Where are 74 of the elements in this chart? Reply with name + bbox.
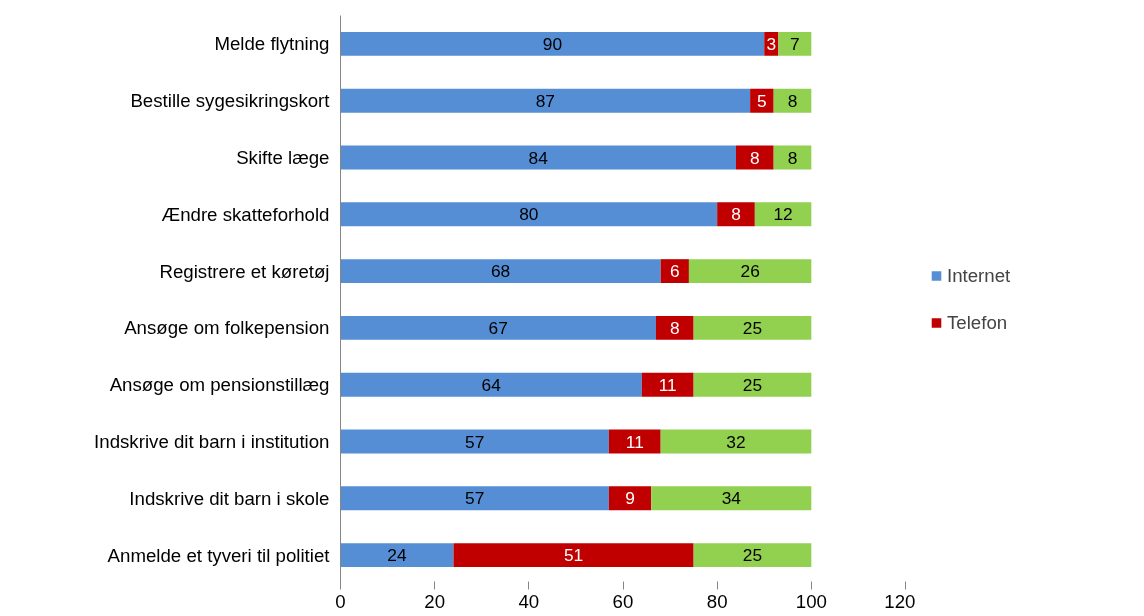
bar: [778, 31, 812, 56]
bar: [750, 88, 774, 113]
bar: [340, 543, 454, 568]
bar: [754, 202, 812, 227]
data-label: 9: [625, 488, 635, 509]
x-tick-label: 120: [884, 590, 916, 612]
y-tick-label: Ansøge om pensionstillæg: [109, 374, 330, 396]
bar: [340, 429, 609, 454]
data-label: 8: [787, 90, 798, 111]
bar: [641, 372, 694, 397]
y-tick-label: Skifte læge: [236, 147, 330, 168]
data-label: 67: [488, 317, 508, 338]
bar: [340, 145, 736, 170]
bar: [453, 543, 694, 568]
y-tick-label: Indskrive dit barn i skole: [129, 487, 330, 509]
bar: [693, 315, 812, 340]
data-label: 8: [750, 147, 760, 168]
data-label: 8: [731, 204, 741, 225]
data-label: 57: [465, 431, 485, 452]
bar: [340, 31, 765, 56]
bar: [693, 372, 812, 397]
data-label: 84: [528, 147, 549, 168]
y-tick-label: Ændre skatteforhold: [161, 203, 330, 225]
bar: [340, 202, 718, 227]
data-label: 80: [519, 204, 539, 225]
bar: [717, 202, 755, 227]
y-tick-label: Melde flytning: [214, 33, 330, 55]
bar: [655, 315, 694, 340]
data-label: 90: [542, 33, 563, 54]
data-label: 25: [742, 317, 763, 338]
data-label: 7: [790, 33, 800, 54]
data-label: 8: [787, 147, 798, 168]
legend-label: Telefon: [947, 311, 1008, 334]
bar: [693, 543, 812, 568]
bar: [608, 486, 652, 511]
bar: [340, 486, 609, 511]
x-tick-label: 60: [612, 590, 634, 612]
x-tick-label: 40: [518, 590, 540, 612]
data-label: 26: [740, 261, 760, 282]
data-label: 87: [535, 90, 555, 111]
data-label: 57: [465, 488, 485, 509]
x-tick-label: 0: [335, 590, 346, 612]
x-tick-label: 20: [424, 590, 446, 612]
data-label: 8: [669, 317, 680, 338]
data-label: 51: [563, 545, 584, 566]
data-label: 11: [658, 374, 677, 395]
bar: [660, 429, 812, 454]
legend-label: Internet: [947, 264, 1011, 287]
y-tick-label: Registrere et køretøj: [159, 260, 330, 282]
data-label: 5: [757, 90, 767, 111]
bar: [688, 259, 812, 284]
y-tick-label: Anmelde et tyveri til politiet: [107, 544, 331, 566]
y-tick-label: Bestille sygesikringskort: [130, 90, 331, 112]
y-tick-label: Ansøge om folkepension: [124, 317, 330, 339]
data-label: 32: [726, 431, 746, 452]
data-label: 25: [742, 374, 763, 395]
x-tick-label: 80: [706, 590, 728, 612]
data-label: 6: [669, 261, 680, 282]
bar: [340, 259, 661, 284]
bar: [651, 486, 812, 511]
x-tick-label: 100: [795, 590, 827, 612]
data-label: 24: [387, 545, 407, 566]
bar: [340, 315, 656, 340]
bar: [340, 372, 642, 397]
y-tick-label: Indskrive dit barn i institution: [94, 431, 330, 452]
bar: [773, 88, 812, 113]
bar: [340, 88, 751, 113]
data-label: 12: [773, 204, 793, 225]
data-label: 68: [490, 261, 511, 282]
data-label: 64: [481, 374, 502, 395]
data-label: 25: [742, 545, 763, 566]
data-label: 11: [625, 431, 644, 452]
data-label: 3: [766, 33, 777, 54]
data-label: 34: [721, 488, 742, 509]
